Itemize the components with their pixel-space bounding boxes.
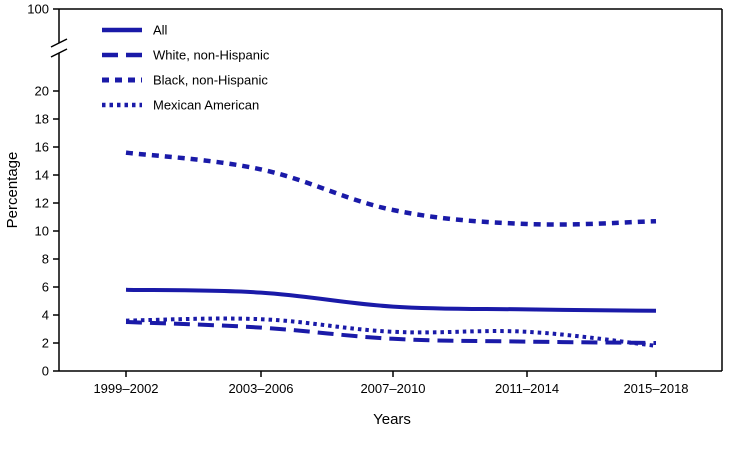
legend-label-white-non-hispanic: White, non-Hispanic (153, 48, 270, 63)
series-line-all (125, 287, 657, 313)
y-tick-label: 20 (35, 84, 49, 99)
axis-break-mark (50, 48, 68, 58)
legend-label-black-non-hispanic: Black, non-Hispanic (153, 73, 268, 88)
y-tick-label: 10 (35, 224, 49, 239)
y-tick-label: 0 (42, 364, 49, 379)
x-axis-title: Years (373, 411, 411, 428)
x-tick-label: 2011–2014 (495, 381, 559, 396)
x-tick-label: 2015–2018 (623, 381, 688, 396)
series-line-black-non-hispanic (125, 150, 657, 227)
x-tick-label: 2003–2006 (228, 381, 293, 396)
axis-break-mark (50, 38, 68, 48)
x-tick-label: 1999–2002 (93, 381, 158, 396)
y-tick-label: 100 (27, 2, 49, 17)
legend: All White, non-Hispanic Black, non-Hispani… (102, 23, 270, 113)
y-tick-label: 12 (35, 196, 49, 211)
y-tick-label: 8 (42, 252, 49, 267)
y-tick-label: 16 (35, 140, 49, 155)
series-line-mexican-american (125, 316, 657, 348)
y-tick-label: 2 (42, 336, 49, 351)
y-tick-label: 18 (35, 112, 49, 127)
y-axis-title: Percentage (4, 152, 21, 229)
axes-group: 0 2 4 6 8 10 12 14 16 18 20 100 1999–2002 2003–2006 20… (27, 2, 723, 396)
legend-label-mexican-american: Mexican American (153, 98, 259, 113)
y-tick-label: 6 (42, 280, 49, 295)
x-tick-label: 2007–2010 (360, 381, 425, 396)
series-group (125, 150, 657, 348)
legend-label-all: All (153, 23, 168, 38)
y-tick-label: 4 (42, 308, 49, 323)
y-tick-label: 14 (35, 168, 49, 183)
